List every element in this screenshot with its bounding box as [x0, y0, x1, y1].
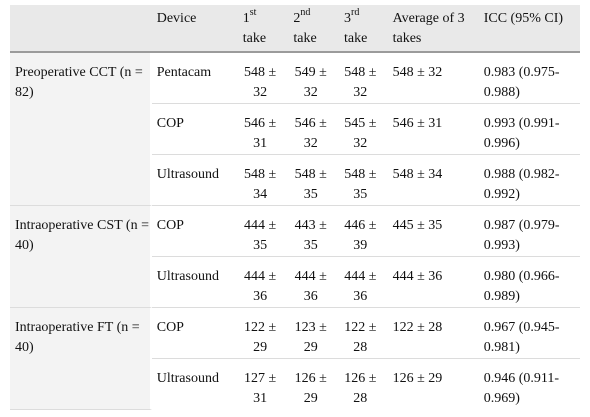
take-1-cell: 548 ± 32	[237, 53, 289, 104]
average-cell: 548 ± 32	[387, 53, 479, 104]
device-cell: COP	[151, 104, 238, 155]
take-1-cell: 444 ± 36	[237, 257, 289, 308]
take-2-cell: 549 ± 32	[288, 53, 339, 104]
table-row: Ultrasound 548 ± 34 548 ± 35 548 ± 35 548 ± …	[10, 155, 580, 206]
take-1-cell: 444 ± 35	[237, 206, 289, 257]
take-1-cell: 546 ± 31	[237, 104, 289, 155]
table-row: Preoperative CCT (n = 82) Pentacam 548 ± 3…	[10, 53, 580, 206]
take-2-cell: 548 ± 35	[288, 155, 339, 206]
header-take-2: 2nd take	[288, 5, 339, 53]
icc-cell: 0.983 (0.975-0.988)	[478, 53, 580, 104]
take-3-cell: 446 ± 39	[339, 206, 388, 257]
header-row: Device 1st take 2nd take 3rd take Average o…	[10, 5, 580, 53]
device-cell: Pentacam	[151, 53, 238, 104]
take-1-cell: 127 ± 31	[243, 371, 277, 406]
average-cell: 445 ± 35	[387, 206, 479, 257]
take-2-cell: 443 ± 35	[288, 206, 339, 257]
icc-cell: 0.993 (0.991-0.996)	[478, 104, 580, 155]
icc-cell: 0.987 (0.979-0.993)	[478, 206, 580, 257]
icc-cell: 0.988 (0.982-0.992)	[478, 155, 580, 206]
take-2-cell: 123 ± 29	[288, 308, 339, 359]
header-average: Average of 3 takes	[387, 5, 479, 53]
take-2-cell: 444 ± 36	[288, 257, 339, 308]
header-take-1: 1st take	[237, 5, 289, 53]
device-cell: COP	[151, 206, 238, 257]
take-3-cell: 122 ± 28	[339, 308, 388, 359]
take-3-cell: 548 ± 35	[339, 155, 388, 206]
average-cell: 548 ± 34	[387, 155, 479, 206]
take-2-cell: 126 ± 29	[294, 371, 327, 406]
table-row: Intraoperative FT (n = 40) COP 122 ± 29 123…	[10, 308, 580, 410]
table-row: COP 546 ± 31 546 ± 32 545 ± 32 546 ± 31 0.993…	[10, 104, 580, 155]
icc-cell: 0.967 (0.945-0.981)	[478, 308, 580, 359]
table-row: Ultrasound 127 ± 31 126 ± 29 126 ± 28 126 ± …	[10, 359, 580, 410]
average-cell: 444 ± 36	[387, 257, 479, 308]
header-device: Device	[151, 5, 238, 53]
table-row: Intraoperative CST (n = 40) COP 444 ± 35 44…	[10, 206, 580, 308]
results-table: Device 1st take 2nd take 3rd take Average o…	[10, 5, 580, 410]
take-3-cell: 545 ± 32	[339, 104, 388, 155]
device-cell: COP	[151, 308, 238, 359]
take-2-cell: 546 ± 32	[288, 104, 339, 155]
icc-cell: 0.980 (0.966-0.989)	[478, 257, 580, 308]
average-cell: 126 ± 29	[392, 371, 443, 386]
take-3-cell: 548 ± 32	[339, 53, 388, 104]
take-1-cell: 122 ± 29	[237, 308, 289, 359]
group-label: Preoperative CCT (n = 82)	[10, 53, 152, 206]
average-cell: 546 ± 31	[387, 104, 479, 155]
table-row: Ultrasound 444 ± 36 444 ± 36 444 ± 36 444 ± …	[10, 257, 580, 308]
group-label: Intraoperative FT (n = 40)	[10, 308, 152, 410]
device-cell: Ultrasound	[151, 257, 238, 308]
icc-cell: 0.946 (0.911-0.969)	[483, 371, 560, 406]
group-label: Intraoperative CST (n = 40)	[10, 206, 152, 308]
header-icc: ICC (95% CI)	[478, 5, 580, 53]
header-take-3: 3rd take	[339, 5, 388, 53]
take-1-cell: 548 ± 34	[237, 155, 289, 206]
table-body: Preoperative CCT (n = 82) Pentacam 548 ± 3…	[10, 53, 580, 410]
header-group-cell	[10, 5, 152, 53]
take-3-cell: 444 ± 36	[339, 257, 388, 308]
device-cell: Ultrasound	[151, 155, 238, 206]
take-3-cell: 126 ± 28	[344, 371, 377, 406]
device-cell: Ultrasound	[156, 371, 219, 386]
average-cell: 122 ± 28	[387, 308, 479, 359]
